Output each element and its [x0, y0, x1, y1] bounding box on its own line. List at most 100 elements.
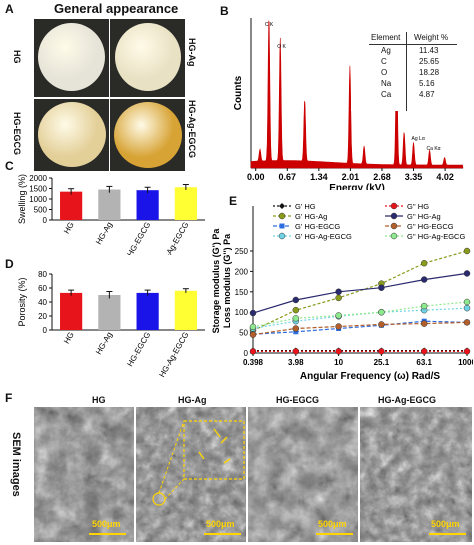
x-tick-label: HG — [62, 331, 76, 346]
legend-marker — [390, 212, 398, 220]
y-axis-label: Loss modulus (G'') Pa — [222, 233, 232, 328]
bar — [136, 190, 159, 220]
x-axis-label: Energy (kV) — [329, 183, 385, 190]
x-tick-label: 1000 — [458, 358, 473, 367]
table-cell: Ca — [381, 90, 392, 99]
data-point — [420, 348, 428, 355]
data-point — [335, 294, 342, 302]
peak-label: Ca Kα — [427, 146, 441, 152]
legend-label: G'' HG-EGCG — [407, 222, 454, 231]
bar — [60, 191, 83, 220]
label-hg-ag: HG-Ag — [187, 38, 197, 67]
panel-d-label: D — [5, 257, 14, 271]
photo-hg — [34, 19, 109, 97]
element-table: Element Weight % Ag 11.43 C 25.65 O 18.2… — [351, 32, 459, 111]
x-axis-label: Angular Frequency (ω) Rad/S — [300, 371, 440, 382]
data-point — [463, 270, 471, 277]
y-tick-label: 150 — [235, 288, 249, 297]
legend-label: G'' HG-Ag — [407, 212, 441, 221]
data-point — [335, 323, 342, 330]
y-tick-label: 500 — [34, 206, 48, 215]
label-hg-egcg: HG-EGCG — [12, 112, 22, 156]
series-line — [252, 272, 468, 314]
y-tick-label: 1000 — [29, 195, 47, 204]
table-rule — [369, 44, 457, 45]
data-point — [420, 320, 428, 327]
y-tick-label: 40 — [38, 298, 47, 307]
y-axis-label: Storage modulus (G') Pa — [211, 228, 221, 334]
legend-marker — [278, 232, 286, 240]
data-point — [249, 309, 257, 317]
y-axis-label: Porosity (%) — [17, 277, 27, 326]
data-point — [378, 308, 385, 316]
label-hg-ag-egcg: HG-Ag-EGCG — [187, 100, 197, 158]
y-tick-label: 250 — [235, 247, 249, 256]
disc-hg-ag — [115, 23, 181, 91]
photo-hg-ag — [110, 19, 185, 97]
x-tick-label: HG-Ag — [94, 221, 114, 247]
y-tick-label: 1500 — [29, 185, 47, 194]
sem-title-hg-egcg: HG-EGCG — [276, 395, 320, 405]
legend-label: G' HG-Ag — [295, 212, 327, 221]
panel-a-title: General appearance — [54, 1, 179, 16]
data-point — [420, 276, 428, 283]
peak-label: C K — [265, 22, 274, 28]
spectrum-area — [250, 20, 464, 169]
legend-marker — [390, 222, 398, 230]
zoom-inset-box — [183, 420, 245, 480]
y-tick-label: 100 — [235, 308, 249, 317]
table-cell: 18.28 — [419, 68, 440, 77]
data-point — [463, 319, 471, 326]
disc-hg — [38, 23, 105, 91]
y-axis-label: Swelling (%) — [17, 174, 27, 224]
label-hg: HG — [12, 50, 22, 64]
x-tick-label: 0.398 — [243, 358, 264, 367]
table-header-element: Element — [371, 33, 401, 42]
x-tick-label: 25.1 — [374, 358, 390, 367]
table-cell: 4.87 — [419, 90, 435, 99]
data-point — [249, 323, 257, 331]
panel-a-label: A — [5, 2, 14, 16]
data-point — [249, 348, 257, 355]
peak-label: Ag Lα — [412, 136, 425, 142]
x-tick-label: HG-Ag-EGCG — [157, 331, 190, 379]
y-tick-label: 0 — [43, 216, 48, 225]
y-tick-label: 50 — [239, 329, 248, 338]
photo-hg-egcg — [34, 99, 109, 171]
table-cell: 25.65 — [419, 57, 440, 66]
data-point — [335, 312, 342, 319]
sem-side-label: SEM images — [10, 432, 22, 497]
y-tick-label: 60 — [38, 284, 47, 293]
photo-hg-ag-egcg — [110, 99, 185, 171]
x-tick-label: 2.68 — [373, 172, 391, 182]
sem-title-hg-ag: HG-Ag — [178, 395, 207, 405]
sem-hg-egcg — [248, 407, 358, 542]
data-point — [292, 348, 300, 355]
sem-title-hg: HG — [92, 395, 106, 405]
x-tick-label: 4.02 — [436, 172, 454, 182]
data-point — [463, 298, 471, 306]
table-cell: Na — [381, 79, 392, 88]
table-divider — [406, 32, 407, 111]
table-cell: O — [381, 68, 388, 77]
series-line — [252, 301, 468, 328]
x-tick-label: 3.98 — [288, 358, 304, 367]
data-point — [335, 348, 342, 355]
rheology-line-chart: 0 50 100 150 200 250 0.398 3.98 10 25.1 63.1 1000 An… — [211, 202, 473, 382]
data-point — [463, 247, 471, 255]
legend-marker — [279, 223, 285, 229]
panel-f-label: F — [5, 391, 13, 405]
table-cell: C — [381, 57, 387, 66]
scale-label: 500μm — [92, 519, 121, 529]
data-point — [420, 259, 428, 267]
y-axis-label: Counts — [233, 75, 244, 110]
arrow-icon — [198, 428, 231, 464]
x-tick-label: HG-Ag-EGCG — [157, 221, 190, 256]
scale-label: 500μm — [431, 519, 460, 529]
table-cell: Ag — [381, 46, 391, 55]
legend-label: G'' HG — [407, 202, 429, 211]
x-tick-label: 0.00 — [247, 172, 265, 182]
data-point — [463, 304, 471, 312]
bar — [60, 292, 83, 330]
